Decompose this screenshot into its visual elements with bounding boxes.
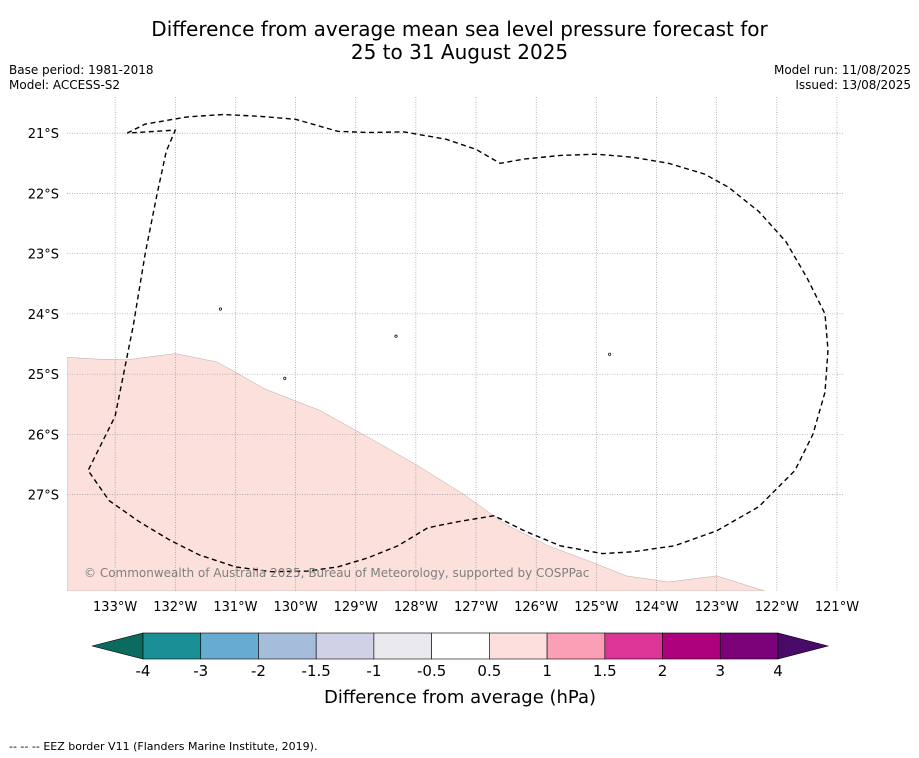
- colorbar-under-arrow: [91, 632, 144, 660]
- colorbar-title: Difference from average (hPa): [324, 687, 596, 708]
- colorbar-bin: [604, 632, 663, 660]
- colorbar-bin: [489, 632, 548, 660]
- lon-labels: 133°W 132°W 131°W 130°W 129°W 128°W 127°W 126°W…: [93, 600, 859, 615]
- copyright-notice: © Commonwealth of Australia 2025, Bureau…: [84, 566, 589, 580]
- lat-tick-label: 24°S: [28, 308, 59, 323]
- colorbar-tick-label: 2: [658, 662, 668, 680]
- meta-right: Model run: 11/08/2025 Issued: 13/08/2025: [774, 63, 911, 93]
- colorbar-tick-label: 3: [715, 662, 725, 680]
- issued-text: Issued: 13/08/2025: [795, 78, 911, 92]
- chart-title: Difference from average mean sea level p…: [0, 18, 919, 64]
- map-area: © Commonwealth of Australia 2025, Bureau…: [67, 97, 843, 591]
- colorbar-bin: [142, 632, 202, 660]
- lat-tick-label: 25°S: [28, 368, 59, 383]
- colorbar-bin: [546, 632, 606, 660]
- lat-tick-label: 26°S: [28, 428, 59, 443]
- colorbar-tick-label: -1.5: [302, 662, 331, 680]
- colorbar-tick-label: -1: [366, 662, 381, 680]
- colorbar-tick-label: 1.5: [593, 662, 617, 680]
- colorbar-bin: [662, 632, 721, 660]
- colorbar-tick-label: 4: [773, 662, 783, 680]
- lat-tick-label: 22°S: [28, 187, 59, 202]
- colorbar-over-arrow: [777, 632, 830, 660]
- lon-tick-label: 121°W: [815, 600, 859, 615]
- base-period-text: Base period: 1981-2018: [9, 63, 154, 77]
- lat-tick-label: 21°S: [28, 127, 59, 142]
- title-line-1: Difference from average mean sea level p…: [151, 17, 768, 41]
- lon-tick-label: 132°W: [153, 600, 197, 615]
- lon-tick-label: 126°W: [514, 600, 558, 615]
- island-marker: [283, 376, 287, 380]
- island-marker: [608, 352, 612, 356]
- eez-legend-text: EEZ border V11 (Flanders Marine Institut…: [43, 740, 318, 753]
- island-marker: [394, 334, 398, 338]
- lon-tick-label: 131°W: [213, 600, 257, 615]
- colorbar-bin: [373, 632, 432, 660]
- gridlines: [67, 97, 843, 591]
- lon-tick-label: 123°W: [695, 600, 739, 615]
- lon-tick-label: 122°W: [755, 600, 799, 615]
- lon-tick-label: 128°W: [394, 600, 438, 615]
- island-marker: [218, 307, 222, 311]
- colorbar-tick-label: -2: [251, 662, 266, 680]
- lon-tick-label: 127°W: [454, 600, 498, 615]
- lat-labels: 21°S 22°S 23°S 24°S 25°S 26°S 27°S: [28, 127, 59, 503]
- colorbar: -4 -3 -2 -1.5 -1 -0.5 0.5 1 1.5 2 3 4 Difference fr…: [91, 632, 830, 708]
- eez-border: [87, 113, 829, 573]
- colorbar-ticks: -4 -3 -2 -1.5 -1 -0.5 0.5 1 1.5 2 3 4: [136, 662, 783, 680]
- colorbar-bin: [258, 632, 317, 660]
- footer-note: -- -- -- EEZ border V11 (Flanders Marine…: [9, 740, 317, 753]
- colorbar-tick-label: -3: [193, 662, 208, 680]
- meta-left: Base period: 1981-2018 Model: ACCESS-S2: [9, 63, 154, 93]
- model-text: Model: ACCESS-S2: [9, 78, 121, 92]
- colorbar-bin: [719, 632, 779, 660]
- colorbar-tick-label: 1: [542, 662, 552, 680]
- eez-legend-symbol: -- -- --: [9, 740, 40, 753]
- colorbar-bin: [431, 632, 490, 660]
- colorbar-bin: [315, 632, 375, 660]
- lon-tick-label: 133°W: [93, 600, 137, 615]
- lat-tick-label: 23°S: [28, 248, 59, 263]
- lon-tick-label: 130°W: [274, 600, 318, 615]
- colorbar-tick-label: 0.5: [477, 662, 501, 680]
- model-run-text: Model run: 11/08/2025: [773, 63, 911, 77]
- lon-tick-label: 125°W: [574, 600, 618, 615]
- colorbar-bin: [200, 632, 259, 660]
- lon-tick-label: 129°W: [334, 600, 378, 615]
- lon-tick-label: 124°W: [634, 600, 678, 615]
- colorbar-tick-label: -4: [136, 662, 151, 680]
- islands: [218, 307, 612, 380]
- colorbar-tick-label: -0.5: [417, 662, 446, 680]
- colorbar-bins: [142, 632, 779, 660]
- map-figure: © Commonwealth of Australia 2025, Bureau…: [28, 97, 859, 708]
- lat-tick-label: 27°S: [28, 489, 59, 504]
- title-line-2: 25 to 31 August 2025: [350, 40, 569, 64]
